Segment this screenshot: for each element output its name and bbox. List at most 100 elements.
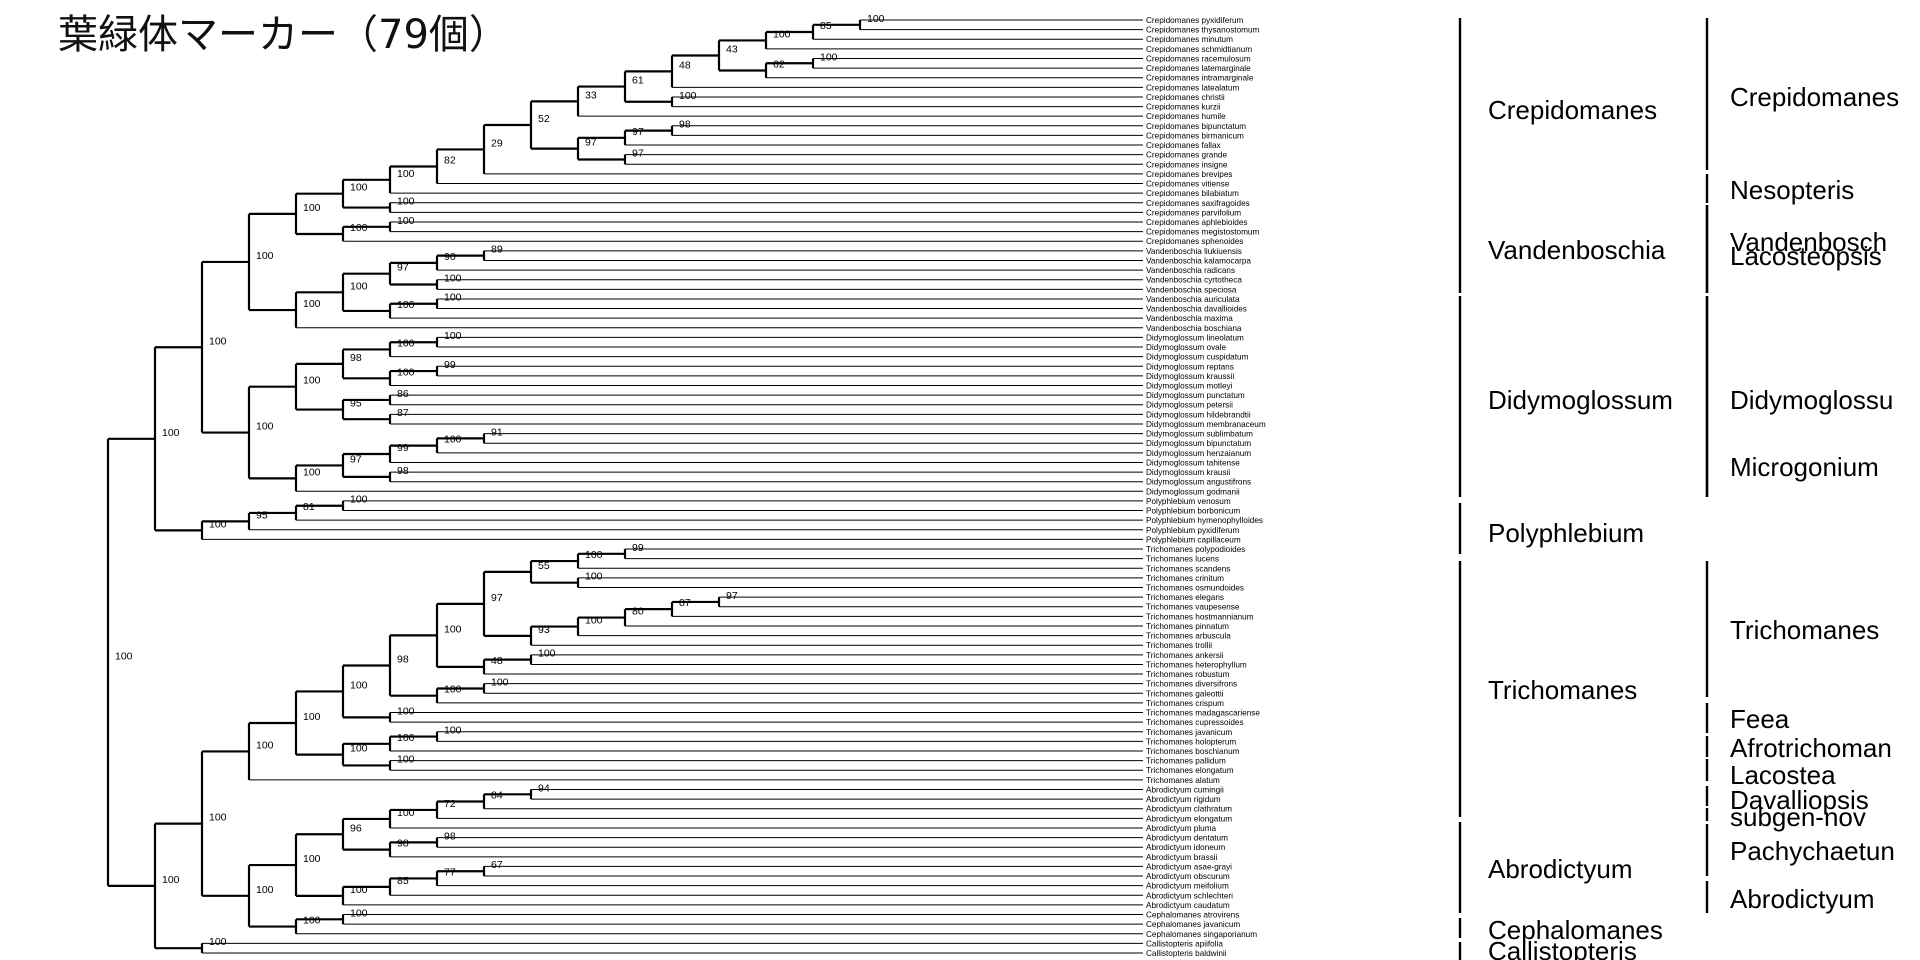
taxon-label: Vandenboschia davallioides bbox=[1146, 305, 1247, 314]
taxon-label: Trichomanes madagascariense bbox=[1146, 709, 1260, 718]
subgenus-label: Didymoglossu bbox=[1730, 385, 1893, 415]
subgenus-label: Pachychaetun bbox=[1730, 836, 1895, 866]
taxon-label: Crepidomanes minutum bbox=[1146, 35, 1233, 44]
genus-label: Vandenboschia bbox=[1488, 235, 1666, 265]
support-value: 95 bbox=[256, 509, 268, 521]
taxon-label: Abrodictyum asae-grayi bbox=[1146, 862, 1232, 871]
support-value: 100 bbox=[444, 434, 462, 446]
subgenus-label: Lacostea bbox=[1730, 760, 1836, 790]
taxon-label: Callistopteris baldwinii bbox=[1146, 949, 1227, 958]
taxon-label: Trichomanes boschianum bbox=[1146, 747, 1240, 756]
support-value: 93 bbox=[538, 624, 550, 636]
taxon-label: Cephalomanes atrovirens bbox=[1146, 911, 1239, 920]
support-value: 97 bbox=[632, 126, 644, 138]
support-value: 97 bbox=[632, 147, 644, 159]
taxon-label: Trichomanes robustum bbox=[1146, 670, 1230, 679]
taxon-label: Vandenboschia liukiuensis bbox=[1146, 247, 1242, 256]
support-value: 87 bbox=[397, 407, 409, 419]
subgenus-label: Vandenbosch bbox=[1730, 227, 1887, 257]
support-value: 33 bbox=[585, 89, 597, 101]
support-value: 97 bbox=[397, 262, 409, 274]
taxon-label: Vandenboschia boschiana bbox=[1146, 324, 1242, 333]
subgenus-label: Davalliopsis bbox=[1730, 785, 1869, 815]
taxon-label: Didymoglossum membranaceum bbox=[1146, 420, 1266, 429]
support-value: 55 bbox=[538, 560, 550, 572]
support-value: 89 bbox=[491, 244, 503, 256]
support-value: 100 bbox=[209, 335, 227, 347]
genus-label: Callistopteris bbox=[1488, 936, 1637, 960]
subgenus-label: Abrodictyum bbox=[1730, 884, 1875, 914]
taxon-label: Crepidomanes schmidtianum bbox=[1146, 45, 1252, 54]
taxon-label: Crepidomanes grande bbox=[1146, 151, 1227, 160]
taxon-label: Trichomanes pallidum bbox=[1146, 757, 1226, 766]
taxon-label: Crepidomanes saxifragoides bbox=[1146, 199, 1250, 208]
support-value: 100 bbox=[444, 292, 462, 304]
support-value: 100 bbox=[256, 421, 274, 433]
taxon-label: Cephalomanes javanicum bbox=[1146, 920, 1240, 929]
taxon-label: Crepidomanes vitiense bbox=[1146, 180, 1230, 189]
support-value: 100 bbox=[773, 28, 791, 40]
taxon-label: Crepidomanes humile bbox=[1146, 112, 1226, 121]
taxon-label: Trichomanes hostmannianum bbox=[1146, 612, 1254, 621]
support-value: 100 bbox=[397, 215, 415, 227]
taxon-label: Trichomanes alatum bbox=[1146, 776, 1220, 785]
taxon-label: Crepidomanes fallax bbox=[1146, 141, 1221, 150]
support-value: 100 bbox=[397, 753, 415, 765]
taxon-label: Trichomanes galeottii bbox=[1146, 689, 1224, 698]
support-value: 77 bbox=[444, 866, 456, 878]
taxon-label: Trichomanes diversifrons bbox=[1146, 680, 1237, 689]
taxon-label: Trichomanes heterophyllum bbox=[1146, 660, 1247, 669]
support-value: 100 bbox=[303, 711, 321, 723]
support-value: 100 bbox=[350, 222, 368, 234]
taxon-label: Vandenboschia speciosa bbox=[1146, 285, 1237, 294]
taxon-label: Crepidomanes pyxidiferum bbox=[1146, 16, 1244, 25]
taxon-label: Abrodictyum idoneum bbox=[1146, 843, 1225, 852]
taxon-label: Crepidomanes brevipes bbox=[1146, 170, 1232, 179]
taxon-label: Polyphlebium hymenophylloides bbox=[1146, 516, 1263, 525]
taxon-label: Didymoglossum hildebrandtii bbox=[1146, 410, 1251, 419]
taxon-label: Didymoglossum kraussii bbox=[1146, 372, 1234, 381]
support-value: 99 bbox=[632, 542, 644, 554]
taxon-label: Polyphlebium pyxidiferum bbox=[1146, 526, 1239, 535]
support-value: 96 bbox=[350, 822, 362, 834]
taxon-label: Didymoglossum motleyi bbox=[1146, 382, 1233, 391]
taxon-label: Didymoglossum godmanii bbox=[1146, 487, 1240, 496]
taxon-label: Didymoglossum sublimbatum bbox=[1146, 430, 1253, 439]
taxon-label: Crepidomanes insigne bbox=[1146, 160, 1228, 169]
taxon-label: Didymoglossum petersii bbox=[1146, 401, 1233, 410]
taxon-label: Crepidomanes kurzii bbox=[1146, 103, 1221, 112]
support-value: 100 bbox=[538, 648, 556, 660]
subgenus-label: Trichomanes bbox=[1730, 615, 1879, 645]
support-value: 100 bbox=[209, 936, 227, 948]
taxon-label: Abrodictyum pluma bbox=[1146, 824, 1217, 833]
support-value: 100 bbox=[397, 366, 415, 378]
subgenus-label: Crepidomanes bbox=[1730, 82, 1899, 112]
support-value: 100 bbox=[444, 623, 462, 635]
support-value: 100 bbox=[303, 375, 321, 387]
support-value: 100 bbox=[162, 427, 180, 439]
support-value: 100 bbox=[397, 299, 415, 311]
taxon-label: Didymoglossum tahitense bbox=[1146, 458, 1240, 467]
support-value: 100 bbox=[256, 884, 274, 896]
support-value: 100 bbox=[350, 884, 368, 896]
support-value: 100 bbox=[350, 907, 368, 919]
support-value: 100 bbox=[397, 807, 415, 819]
taxon-label: Trichomanes cupressoides bbox=[1146, 718, 1244, 727]
support-value: 94 bbox=[538, 782, 550, 794]
support-value: 81 bbox=[303, 501, 315, 513]
support-value: 100 bbox=[209, 812, 227, 824]
support-value: 67 bbox=[491, 859, 503, 871]
taxon-label: Vandenboschia kalamocarpa bbox=[1146, 256, 1251, 265]
taxon-label: Didymoglossum bipunctatum bbox=[1146, 439, 1251, 448]
support-value: 84 bbox=[491, 790, 503, 802]
taxon-label: Crepidomanes racemulosum bbox=[1146, 54, 1251, 63]
support-value: 100 bbox=[397, 732, 415, 744]
genus-label: Polyphlebium bbox=[1488, 518, 1644, 548]
taxon-label: Abrodictyum brassii bbox=[1146, 853, 1218, 862]
taxon-label: Crepidomanes parvifolium bbox=[1146, 208, 1241, 217]
genus-label: Crepidomanes bbox=[1488, 95, 1657, 125]
support-value: 62 bbox=[773, 58, 785, 70]
support-value: 61 bbox=[632, 75, 644, 87]
taxon-label: Vandenboschia maxima bbox=[1146, 314, 1233, 323]
genus-label: Trichomanes bbox=[1488, 675, 1637, 705]
